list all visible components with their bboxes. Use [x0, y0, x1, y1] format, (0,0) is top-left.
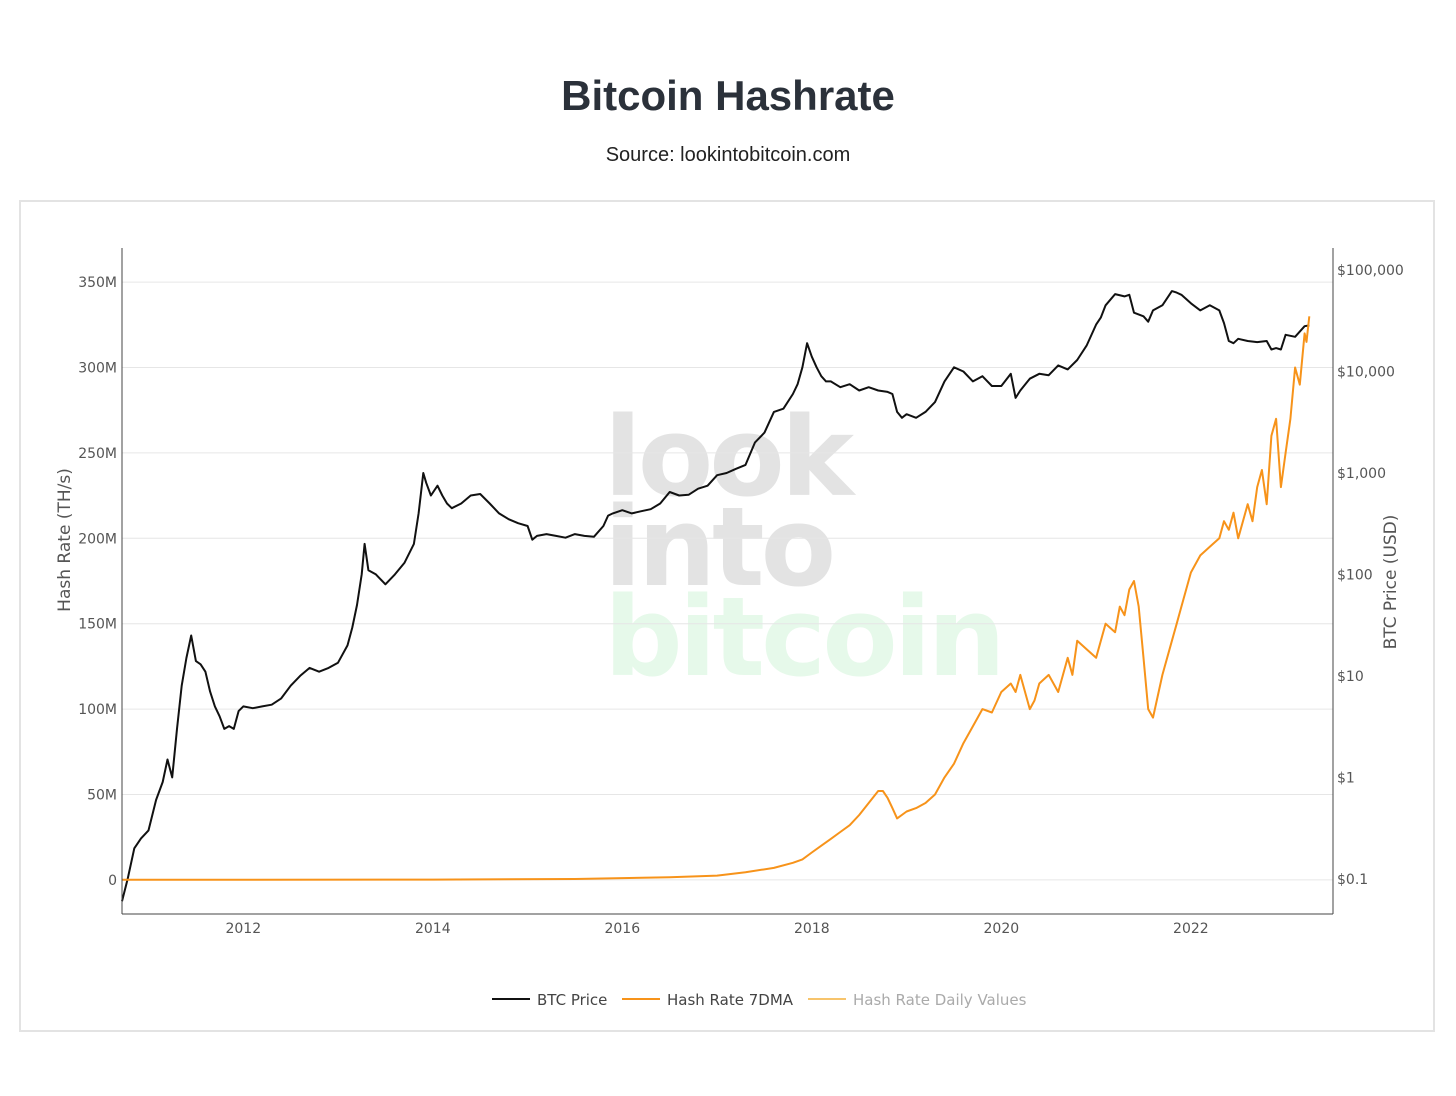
y-left-tick-label: 100M [78, 702, 117, 718]
x-tick-label: 2016 [604, 921, 640, 937]
watermark-logo: look into bitcoin [604, 393, 1006, 701]
y-axis-left-title: Hash Rate (TH/s) [55, 468, 75, 612]
hash-rate-7dma-line [122, 316, 1311, 881]
series-layer [121, 290, 1311, 902]
chart-title: Bitcoin Hashrate [561, 72, 895, 119]
y-left-tick-label: 200M [78, 531, 117, 547]
y-axis-right-title: BTC Price (USD) [1381, 515, 1401, 650]
y-left-tick-label: 50M [87, 787, 117, 803]
y-left-tick-label: 300M [78, 361, 117, 377]
y-right-tick-label: $1,000 [1337, 466, 1386, 482]
btc-price-line [121, 290, 1310, 902]
y-right-tick-label: $1 [1337, 770, 1355, 786]
watermark-look: look [604, 393, 857, 521]
watermark-bitcoin: bitcoin [604, 573, 1002, 701]
y-left-tick-label: 0 [108, 873, 117, 889]
y-left-tick-label: 250M [78, 446, 117, 462]
y-right-tick-label: $100,000 [1337, 263, 1404, 279]
x-tick-label: 2018 [794, 921, 830, 937]
watermark-into: into [604, 483, 832, 611]
axes [121, 248, 1334, 915]
x-tick-label: 2022 [1173, 921, 1209, 937]
y-right-tick-label: $100 [1337, 567, 1373, 583]
y-left-tick-label: 150M [78, 617, 117, 633]
x-tick-label: 2014 [415, 921, 451, 937]
x-tick-label: 2020 [984, 921, 1020, 937]
hash-rate-daily-legend-label: Hash Rate Daily Values [853, 991, 1027, 1009]
y-right-tick-label: $10,000 [1337, 365, 1395, 381]
y-left-tick-label: 350M [78, 275, 117, 291]
hash-rate-7dma-legend-label: Hash Rate 7DMA [667, 991, 794, 1009]
tick-labels: 0 50M 100M 150M 200M 250M 300M 350M $0.1 $1 $10 $10… [78, 263, 1404, 937]
x-tick-label: 2012 [225, 921, 261, 937]
chart-frame [19, 200, 1435, 1032]
gridlines [122, 281, 1333, 881]
y-right-tick-label: $10 [1337, 669, 1364, 685]
btc-price-legend-label: BTC Price [537, 991, 607, 1009]
y-right-tick-label: $0.1 [1337, 872, 1368, 888]
chart-subtitle: Source: lookintobitcoin.com [605, 144, 851, 166]
legend: BTC Price Hash Rate 7DMA Hash Rate Daily V… [492, 991, 1027, 1009]
